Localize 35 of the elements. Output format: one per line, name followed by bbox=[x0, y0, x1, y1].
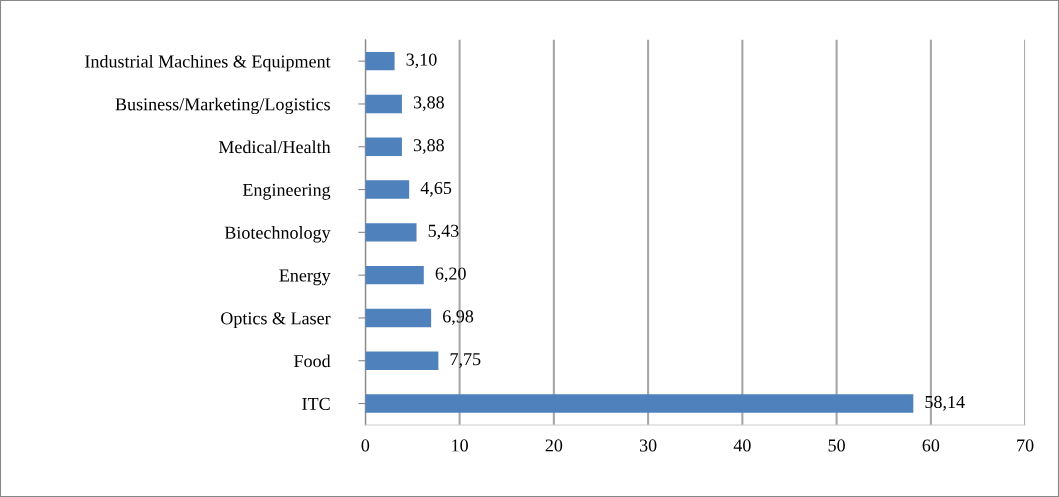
bar bbox=[365, 394, 914, 413]
bar bbox=[365, 308, 432, 328]
y-tick-label: Biotechnology bbox=[224, 226, 331, 243]
data-label: 3,88 bbox=[413, 96, 444, 112]
y-tick-label: Optics & Laser bbox=[221, 312, 331, 329]
y-tick-label: Energy bbox=[279, 269, 331, 286]
y-tick-label: Food bbox=[294, 354, 331, 368]
y-tick-label: ITC bbox=[302, 397, 330, 410]
x-tick-label: 40 bbox=[733, 439, 751, 452]
data-label: 6,98 bbox=[443, 310, 474, 326]
x-tick-label: 20 bbox=[545, 439, 563, 452]
x-tick-label: 60 bbox=[922, 439, 940, 452]
data-label: 58,14 bbox=[925, 395, 965, 411]
data-label: 5,43 bbox=[428, 224, 459, 240]
y-tick-label: Engineering bbox=[242, 183, 331, 200]
y-tick-label: Business/Marketing/Logistics bbox=[115, 97, 330, 115]
data-label: 7,75 bbox=[450, 353, 481, 368]
bar bbox=[365, 223, 417, 242]
bar bbox=[365, 51, 395, 71]
y-tick-label: Industrial Machines & Equipment bbox=[85, 54, 331, 72]
data-label: 3,10 bbox=[406, 53, 437, 69]
data-label: 4,65 bbox=[420, 181, 452, 197]
bar bbox=[365, 265, 424, 285]
x-tick-label: 70 bbox=[1017, 439, 1034, 452]
bar bbox=[365, 94, 402, 114]
x-tick-label: 50 bbox=[828, 439, 845, 452]
data-label: 3,88 bbox=[413, 139, 444, 154]
x-tick-label: 10 bbox=[452, 439, 468, 452]
y-tick-label: Medical/Health bbox=[218, 140, 331, 154]
x-tick-label: 30 bbox=[639, 439, 657, 452]
data-label: 6,20 bbox=[435, 267, 466, 283]
bar bbox=[365, 180, 410, 199]
bar bbox=[365, 351, 439, 370]
x-tick-label: 0 bbox=[361, 439, 370, 452]
bar bbox=[365, 137, 402, 156]
